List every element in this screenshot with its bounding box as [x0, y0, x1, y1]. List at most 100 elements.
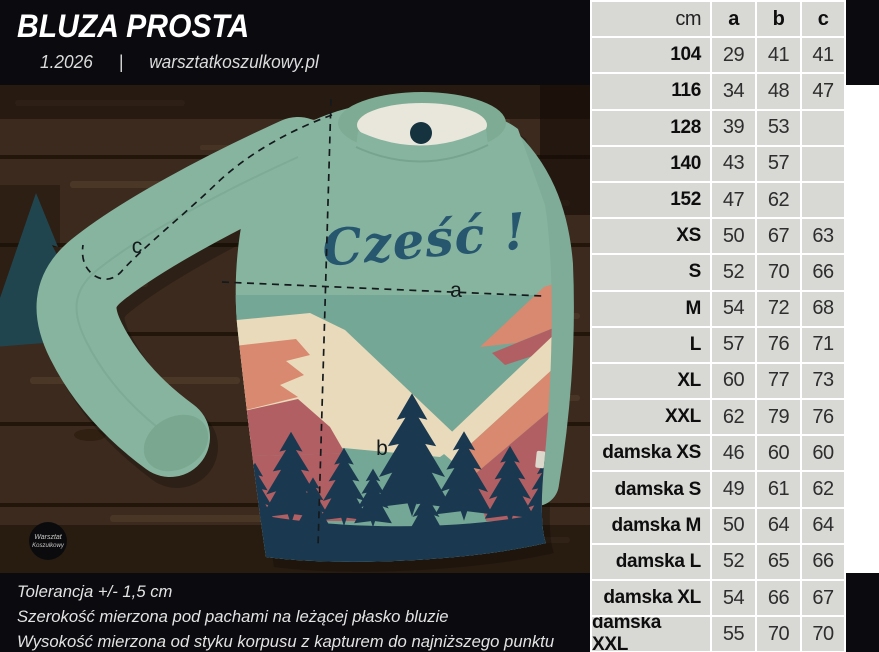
value-a: 60: [712, 363, 755, 399]
value-c: [802, 110, 844, 145]
note-height: Wysokość mierzona od styku korpusu z kap…: [17, 632, 555, 651]
note-width: Szerokość mierzona pod pachami na leżące…: [17, 607, 449, 626]
measure-label-b: b: [376, 437, 388, 460]
value-c: 76: [802, 400, 844, 435]
size-label: 140: [592, 146, 710, 181]
size-label: S: [592, 255, 710, 290]
value-a: 39: [712, 110, 755, 145]
value-a: 52: [712, 544, 755, 579]
value-c: 67: [802, 581, 844, 616]
value-a: 43: [712, 146, 755, 181]
size-table: cm a b c 104 29 41 41 116 34 48 47 128 39 53 140 43 5…: [590, 0, 846, 652]
value-c: 60: [802, 436, 844, 471]
hem-tag: [535, 450, 546, 469]
value-c: 41: [802, 38, 844, 73]
measurement-notes: Tolerancja +/- 1,5 cm Szerokość mierzona…: [17, 579, 554, 652]
value-a: 57: [712, 327, 755, 362]
page-title: BLUZA PROSTA: [17, 8, 250, 44]
column-header-a: a: [712, 2, 755, 37]
value-c: 47: [802, 74, 844, 109]
value-b: 41: [757, 38, 800, 73]
brand-badge: Warsztat Koszulkowy: [29, 522, 67, 560]
left-sleeve: [36, 117, 338, 477]
size-label: damska M: [592, 508, 710, 543]
sleeve-cuff: [143, 414, 209, 472]
value-c: 64: [802, 508, 844, 543]
badge-text-line1: Warsztat: [34, 534, 63, 541]
column-header-unit: cm: [592, 2, 710, 37]
size-label: XXL: [592, 400, 710, 435]
size-label: XL: [592, 363, 710, 399]
value-a: 46: [712, 436, 755, 471]
size-label: M: [592, 291, 710, 326]
value-b: 70: [757, 617, 800, 652]
value-b: 72: [757, 291, 800, 326]
value-a: 34: [712, 74, 755, 109]
value-b: 57: [757, 146, 800, 181]
size-label: 116: [592, 74, 710, 109]
value-a: 54: [712, 291, 755, 326]
measure-line-c: [81, 114, 333, 281]
header-subtitle: 1.2026 | warsztatkoszulkowy.pl: [40, 52, 319, 73]
size-label: 128: [592, 110, 710, 145]
value-b: 79: [757, 400, 800, 435]
measure-label-a: a: [450, 279, 462, 302]
collar-logo-tag: [410, 122, 432, 144]
column-header-c: c: [802, 2, 844, 37]
value-c: 62: [802, 472, 844, 507]
value-b: 76: [757, 327, 800, 362]
size-label: 104: [592, 38, 710, 73]
collar: [338, 92, 506, 163]
value-a: 49: [712, 472, 755, 507]
size-label: XS: [592, 219, 710, 254]
value-a: 52: [712, 255, 755, 290]
size-label: L: [592, 327, 710, 362]
size-label: damska S: [592, 472, 710, 507]
note-tolerance: Tolerancja +/- 1,5 cm: [17, 582, 173, 601]
value-c: 66: [802, 544, 844, 579]
value-c: 70: [802, 617, 844, 652]
size-label: 152: [592, 182, 710, 218]
mountain-print: [235, 281, 552, 562]
measure-label-c: c: [132, 235, 143, 258]
product-photo: Cześć ! a b c Warsztat Koszulkowy: [0, 85, 590, 573]
value-a: 47: [712, 182, 755, 218]
value-a: 50: [712, 219, 755, 254]
size-label: damska XS: [592, 436, 710, 471]
value-c: [802, 146, 844, 181]
value-a: 54: [712, 581, 755, 616]
value-c: 73: [802, 363, 844, 399]
value-a: 55: [712, 617, 755, 652]
value-c: 66: [802, 255, 844, 290]
value-b: 64: [757, 508, 800, 543]
value-b: 53: [757, 110, 800, 145]
value-c: 68: [802, 291, 844, 326]
value-b: 65: [757, 544, 800, 579]
column-header-b: b: [757, 2, 800, 37]
value-b: 77: [757, 363, 800, 399]
value-b: 60: [757, 436, 800, 471]
value-c: [802, 182, 844, 218]
size-label: damska XXL: [592, 617, 710, 652]
badge-text-line2: Koszulkowy: [32, 543, 65, 549]
value-a: 62: [712, 400, 755, 435]
value-b: 70: [757, 255, 800, 290]
value-a: 29: [712, 38, 755, 73]
hem-band: [250, 511, 552, 562]
size-label: damska XL: [592, 581, 710, 616]
website-label: warsztatkoszulkowy.pl: [149, 52, 319, 72]
value-c: 63: [802, 219, 844, 254]
size-label: damska L: [592, 544, 710, 579]
value-b: 48: [757, 74, 800, 109]
value-a: 50: [712, 508, 755, 543]
value-b: 62: [757, 182, 800, 218]
measure-line-a: [221, 281, 544, 297]
value-c: 71: [802, 327, 844, 362]
photo-canvas: Cześć ! a b c Warsztat Koszulkowy: [0, 85, 590, 573]
subtitle-separator: |: [118, 52, 124, 72]
value-b: 61: [757, 472, 800, 507]
value-b: 66: [757, 581, 800, 616]
edition-number: 1.2026: [40, 52, 93, 72]
value-b: 67: [757, 219, 800, 254]
